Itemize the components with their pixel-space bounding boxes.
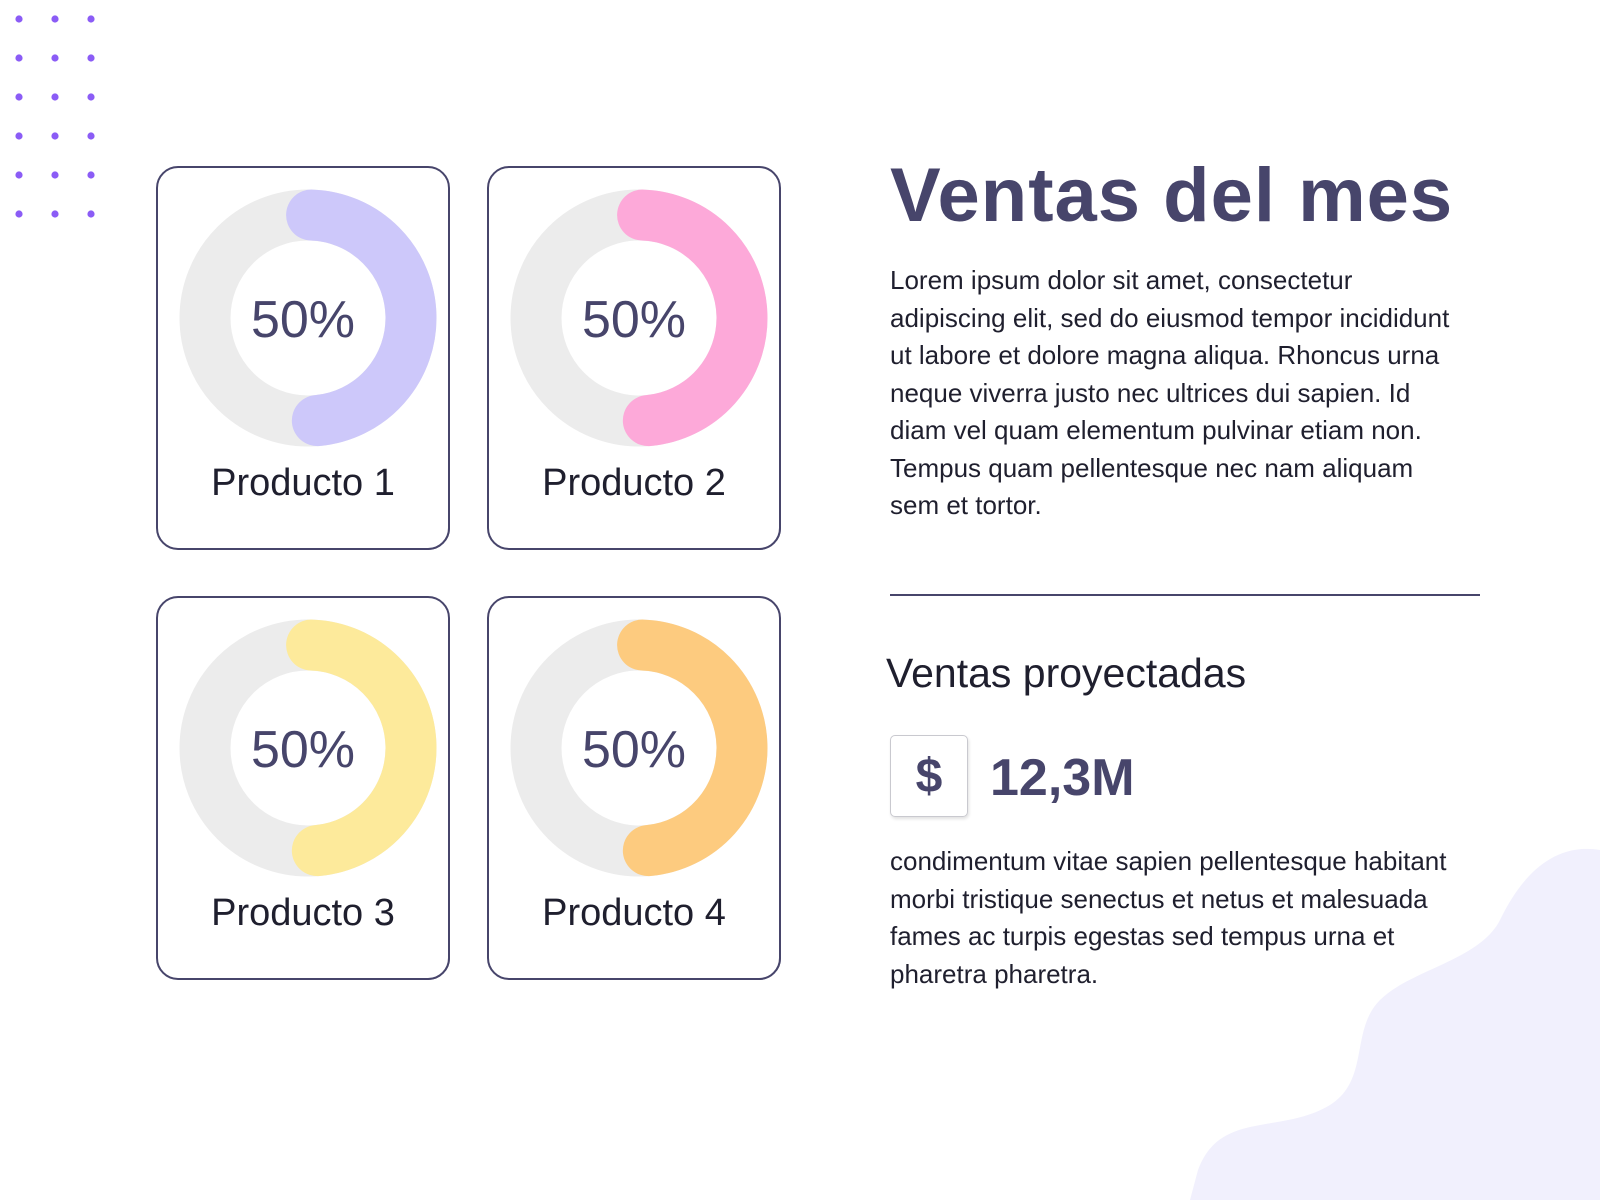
projected-sales-subtitle: Ventas proyectadas [886, 650, 1247, 696]
decorative-dot [87, 15, 95, 23]
product-card-2: 50% Producto 2 [487, 166, 781, 550]
donut-value-arc [286, 189, 437, 447]
intro-paragraph: Lorem ipsum dolor sit amet, consectetur … [890, 265, 1450, 520]
decorative-dot [15, 171, 23, 179]
decorative-blob [1190, 848, 1600, 1200]
product-name-1: Producto 1 [211, 462, 395, 504]
product-name-3: Producto 3 [211, 892, 395, 934]
product-card-4: 50% Producto 4 [487, 596, 781, 980]
decorative-dot [87, 93, 95, 101]
donut-chart-2 [510, 189, 768, 447]
dollar-icon: $ [890, 735, 968, 817]
projection-paragraph: condimentum vitae sapien pellentesque ha… [890, 846, 1447, 989]
decorative-dot [51, 210, 59, 218]
decorative-dot [51, 54, 59, 62]
decorative-dot [15, 210, 23, 218]
decorative-dot [51, 171, 59, 179]
donut-chart-1 [179, 189, 437, 447]
card-face: 50% Producto 4 [487, 596, 781, 980]
donut-value-arc [617, 619, 768, 877]
product-name-4: Producto 4 [542, 892, 726, 934]
projected-sales-amount: 12,3M [990, 749, 1135, 807]
donut-percent-label-4: 50% [581, 721, 687, 779]
decorative-dot [87, 54, 95, 62]
donut-chart-4 [510, 619, 768, 877]
card-face: 50% Producto 1 [156, 166, 450, 550]
decorative-dot [87, 132, 95, 140]
decorative-dot-grid [15, 15, 95, 218]
decorative-dot [15, 132, 23, 140]
product-name-2: Producto 2 [542, 462, 726, 504]
decorative-dot [15, 54, 23, 62]
donut-chart-3 [179, 619, 437, 877]
card-face: 50% Producto 3 [156, 596, 450, 980]
donut-value-arc [617, 189, 768, 447]
decorative-dot [15, 93, 23, 101]
decorative-dot [87, 171, 95, 179]
section-divider [890, 594, 1480, 596]
decorative-dot [15, 15, 23, 23]
donut-percent-label-2: 50% [581, 291, 687, 349]
decorative-dot [87, 210, 95, 218]
card-face: 50% Producto 2 [487, 166, 781, 550]
donut-value-arc [286, 619, 437, 877]
decorative-dot [51, 15, 59, 23]
page-title: Ventas del mes [890, 153, 1454, 238]
decorative-dot [51, 93, 59, 101]
decorative-dot [51, 132, 59, 140]
product-card-1: 50% Producto 1 [156, 166, 450, 550]
product-card-3: 50% Producto 3 [156, 596, 450, 980]
donut-percent-label-3: 50% [250, 721, 356, 779]
donut-percent-label-1: 50% [250, 291, 356, 349]
